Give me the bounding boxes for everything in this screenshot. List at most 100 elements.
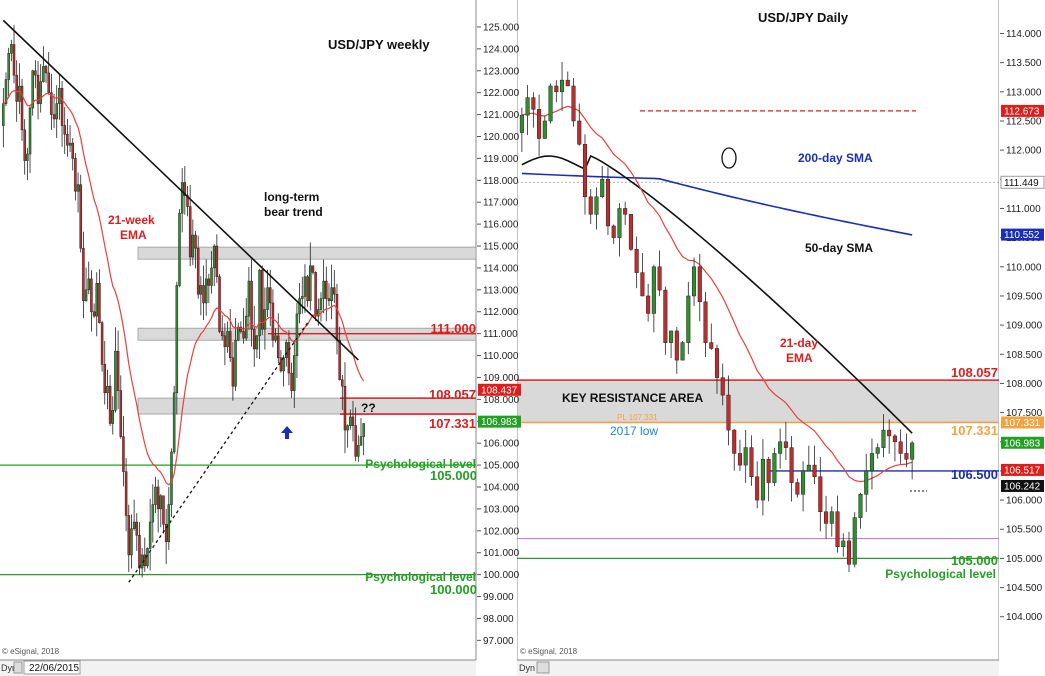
- daily-candle-body: [537, 109, 542, 139]
- daily-candle-body: [692, 266, 697, 297]
- daily-candle-body: [869, 453, 874, 472]
- daily-candle-body: [600, 179, 605, 198]
- weekly-ema-line: [2, 90, 365, 486]
- weekly-candle-body: [335, 293, 339, 341]
- weekly-y-tick-label: 109.000: [483, 373, 520, 384]
- weekly-candle-body: [178, 212, 181, 286]
- daily-candle-body: [594, 196, 599, 215]
- daily-candle-body: [651, 266, 656, 314]
- weekly-candle-body: [215, 245, 219, 277]
- daily-ema-annotation-line2: EMA: [786, 351, 813, 365]
- weekly-candle-body: [95, 283, 99, 317]
- daily-ema-annotation-line1: 21-day: [780, 336, 818, 350]
- daily-y-tick-label: 108.000: [1006, 379, 1043, 390]
- bear-trend-annotation-line1: long-term: [264, 190, 319, 204]
- weekly-candle-body: [12, 44, 16, 76]
- weekly-candle-body: [199, 285, 203, 295]
- daily-y-tick-label: 110.000: [1006, 262, 1042, 273]
- weekly-y-tick-label: 97.000: [483, 636, 514, 647]
- weekly-candle-body: [295, 313, 299, 356]
- weekly-candle-body: [4, 79, 8, 104]
- weekly-candle-body: [23, 129, 26, 161]
- daily-candle-body: [737, 453, 742, 466]
- daily-candle-body: [829, 511, 834, 524]
- weekly-zone: [137, 397, 477, 415]
- daily-candle-body: [548, 85, 553, 122]
- weekly-y-tick-label: 114.000: [483, 263, 519, 274]
- weekly-dyn-toggle-button[interactable]: [13, 661, 23, 674]
- weekly-candle-body: [47, 72, 50, 93]
- daily-y-tick-label: 109.500: [1006, 291, 1043, 302]
- weekly-y-tick-label: 102.000: [483, 526, 520, 537]
- weekly-candle-body: [188, 206, 192, 258]
- daily-candle-body: [892, 435, 897, 443]
- daily-y-tick-label: 108.500: [1006, 350, 1043, 361]
- daily-candle-body: [674, 330, 679, 361]
- daily-level-label: 107.331: [951, 423, 998, 438]
- weekly-trendline-support-trend: [128, 322, 309, 583]
- weekly-candle-body: [338, 339, 341, 380]
- weekly-candle-body: [236, 326, 240, 341]
- weekly-candle-body: [175, 285, 179, 394]
- daily-price-label-box: [1001, 228, 1044, 241]
- weekly-y-tick-label: 100.000: [483, 570, 520, 581]
- weekly-y-tick-label: 99.000: [483, 592, 514, 603]
- weekly-y-tick-label: 111.000: [483, 329, 518, 340]
- weekly-candle-body: [311, 265, 315, 273]
- weekly-price-label-text: 106.983: [481, 417, 518, 428]
- daily-candle-body: [525, 97, 530, 116]
- weekly-candle-body: [44, 66, 48, 74]
- weekly-dyn-label: Dyn: [1, 663, 17, 673]
- weekly-candle-body: [260, 269, 264, 330]
- daily-candle-body: [588, 196, 593, 215]
- daily-y-tick-label: 104.500: [1006, 583, 1043, 594]
- daily-candle-body: [582, 144, 588, 198]
- daily-y-tick-label: 109.000: [1006, 321, 1043, 332]
- daily-ema-annotation: 21-day EMA: [780, 336, 821, 365]
- weekly-candle-body: [223, 335, 227, 348]
- weekly-candle-body: [87, 278, 90, 291]
- daily-candle-body: [623, 208, 628, 215]
- weekly-candle-body: [349, 416, 352, 426]
- weekly-candle-body: [180, 182, 184, 214]
- weekly-candle-body: [268, 287, 272, 304]
- weekly-credit: © eSignal, 2018: [2, 647, 60, 656]
- daily-candle-body: [531, 97, 536, 110]
- weekly-candle-body: [266, 287, 269, 310]
- weekly-price-label-box: [478, 415, 521, 428]
- weekly-candle-body: [322, 280, 325, 299]
- daily-dyn-toggle-button[interactable]: [536, 661, 550, 674]
- daily-y-tick-label: 113.500: [1006, 58, 1042, 69]
- daily-level-label: 108.057: [951, 365, 998, 380]
- daily-candle-body: [720, 377, 725, 396]
- weekly-date-box[interactable]: [23, 660, 81, 675]
- bear-trend-annotation: long-term bear trend: [264, 190, 323, 219]
- daily-ema-line: [521, 105, 913, 483]
- weekly-candle-body: [167, 504, 171, 543]
- weekly-candle-body: [28, 107, 32, 155]
- weekly-candle-body: [55, 103, 58, 120]
- daily-candle-body: [714, 348, 720, 378]
- daily-y-tick-label: 114.000: [1006, 29, 1042, 40]
- weekly-y-tick-label: 120.000: [483, 132, 520, 143]
- sma50-annotation: 50-day SMA: [805, 241, 873, 255]
- daily-candle-body: [726, 394, 731, 431]
- weekly-candle-body: [330, 287, 333, 302]
- weekly-candle-body: [98, 283, 101, 323]
- weekly-candle-body: [39, 81, 42, 104]
- daily-candle-body: [755, 476, 760, 501]
- weekly-y-tick-label: 106.000: [483, 439, 520, 450]
- weekly-candle-body: [26, 153, 29, 161]
- daily-price-label-box: [1001, 436, 1044, 449]
- weekly-y-tick-label: 98.000: [483, 614, 514, 625]
- bear-trend-annotation-line2: bear trend: [264, 205, 323, 219]
- weekly-candle-body: [2, 103, 5, 126]
- weekly-candle-body: [220, 331, 224, 337]
- daily-candle-body: [789, 447, 794, 483]
- weekly-candle-body: [50, 92, 53, 115]
- weekly-candle-body: [31, 70, 34, 109]
- daily-axis-background: [999, 0, 1045, 676]
- daily-candle-body: [910, 442, 915, 460]
- daily-candle-body: [680, 342, 685, 361]
- weekly-candle-body: [317, 309, 320, 317]
